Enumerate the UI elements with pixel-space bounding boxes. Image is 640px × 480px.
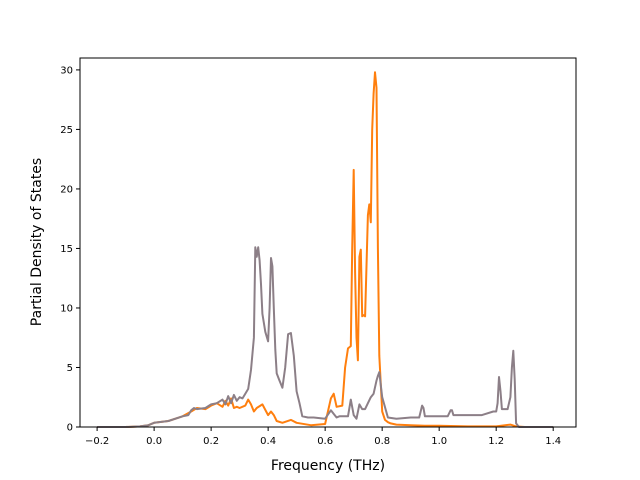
x-axis: −0.2 0.0 0.2 0.4 0.6 0.8 1.0 1.2 1.4 bbox=[85, 427, 561, 447]
series-line-1 bbox=[97, 71, 554, 428]
y-tick-label: 25 bbox=[60, 125, 73, 136]
y-tick-label: 0 bbox=[67, 423, 73, 434]
x-tick-label: 0.4 bbox=[260, 436, 276, 447]
x-tick-label: 1.0 bbox=[431, 436, 447, 447]
y-tick-label: 5 bbox=[67, 363, 73, 374]
series-line-2 bbox=[97, 246, 554, 428]
axes-frame bbox=[79, 57, 577, 428]
y-axis-label: Partial Density of States bbox=[29, 158, 45, 326]
y-tick-label: 15 bbox=[60, 244, 73, 255]
y-tick-label: 20 bbox=[60, 184, 73, 195]
x-tick-label: 0.2 bbox=[203, 436, 219, 447]
y-tick-label: 30 bbox=[60, 65, 73, 76]
x-tick-label: 0.0 bbox=[146, 436, 162, 447]
x-tick-label: 1.4 bbox=[545, 436, 561, 447]
x-axis-label: Frequency (THz) bbox=[271, 458, 385, 474]
plot-area bbox=[97, 71, 554, 428]
x-tick-label: 0.8 bbox=[374, 436, 390, 447]
y-tick-label: 10 bbox=[60, 303, 73, 314]
y-axis: 0 5 10 15 20 25 30 bbox=[60, 65, 80, 434]
x-tick-label: −0.2 bbox=[85, 436, 109, 447]
x-tick-label: 1.2 bbox=[488, 436, 504, 447]
x-tick-label: 0.6 bbox=[317, 436, 333, 447]
